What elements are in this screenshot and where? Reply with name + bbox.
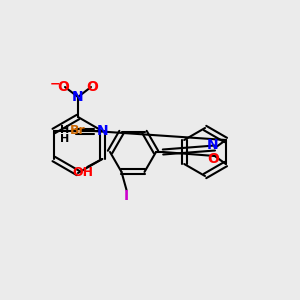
Text: N: N: [207, 138, 219, 152]
Text: OH: OH: [73, 166, 94, 178]
Text: O: O: [57, 80, 69, 94]
Text: N: N: [72, 90, 84, 104]
Text: O: O: [86, 80, 98, 94]
Text: I: I: [124, 189, 129, 203]
Text: H: H: [60, 134, 69, 144]
Text: −: −: [50, 77, 60, 91]
Text: N: N: [97, 124, 108, 138]
Text: H: H: [60, 125, 69, 135]
Text: Br: Br: [69, 124, 85, 137]
Text: O: O: [207, 152, 219, 166]
